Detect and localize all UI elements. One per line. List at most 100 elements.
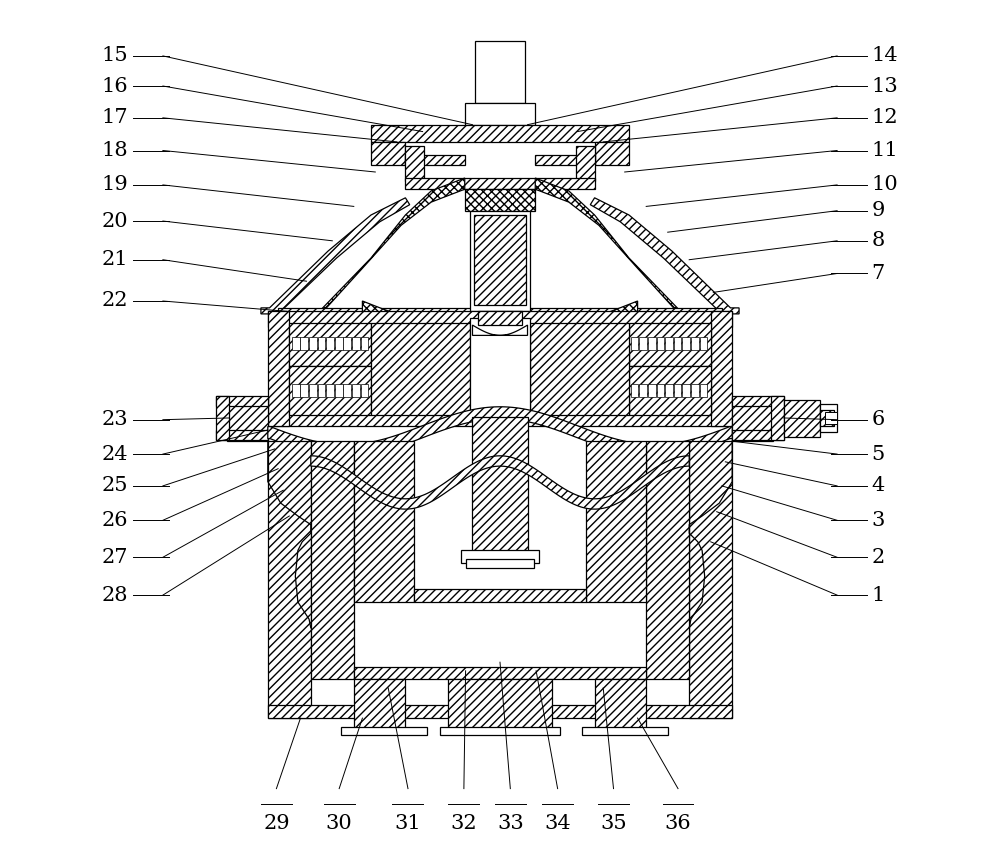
Polygon shape xyxy=(335,337,343,350)
Text: 5: 5 xyxy=(872,445,885,464)
Polygon shape xyxy=(820,410,834,426)
Polygon shape xyxy=(535,178,689,325)
Polygon shape xyxy=(343,337,351,350)
Polygon shape xyxy=(474,215,526,305)
Polygon shape xyxy=(318,337,325,350)
Polygon shape xyxy=(639,384,647,397)
Polygon shape xyxy=(478,311,522,325)
Polygon shape xyxy=(530,322,629,415)
Polygon shape xyxy=(784,400,820,437)
Text: 20: 20 xyxy=(102,212,128,230)
Polygon shape xyxy=(318,384,325,397)
Polygon shape xyxy=(268,441,311,718)
Polygon shape xyxy=(289,322,371,366)
Polygon shape xyxy=(732,396,784,406)
Polygon shape xyxy=(362,301,638,351)
Text: 7: 7 xyxy=(872,264,885,283)
Text: 18: 18 xyxy=(102,141,128,160)
Polygon shape xyxy=(631,337,638,350)
Text: 10: 10 xyxy=(872,175,898,194)
Polygon shape xyxy=(227,397,268,441)
Text: 3: 3 xyxy=(872,511,885,530)
Polygon shape xyxy=(665,337,673,350)
Polygon shape xyxy=(371,322,470,415)
Polygon shape xyxy=(405,155,465,165)
Polygon shape xyxy=(682,384,690,397)
Text: 28: 28 xyxy=(102,586,128,605)
Text: 25: 25 xyxy=(102,476,128,495)
Text: 16: 16 xyxy=(102,77,128,95)
Text: 24: 24 xyxy=(102,445,128,464)
Polygon shape xyxy=(582,727,668,735)
Polygon shape xyxy=(292,337,300,350)
Polygon shape xyxy=(289,366,371,415)
Polygon shape xyxy=(732,430,784,440)
Polygon shape xyxy=(466,559,534,568)
Polygon shape xyxy=(361,384,368,397)
Text: 26: 26 xyxy=(102,511,128,530)
Polygon shape xyxy=(646,441,689,679)
Polygon shape xyxy=(261,198,410,314)
Text: 32: 32 xyxy=(451,814,477,833)
Polygon shape xyxy=(472,417,528,563)
Text: 33: 33 xyxy=(497,814,524,833)
Text: 19: 19 xyxy=(102,175,128,194)
Text: 22: 22 xyxy=(102,292,128,310)
Polygon shape xyxy=(448,679,552,733)
Text: 27: 27 xyxy=(102,548,128,567)
Polygon shape xyxy=(371,142,405,165)
Polygon shape xyxy=(691,384,699,397)
Polygon shape xyxy=(311,441,354,679)
Text: 23: 23 xyxy=(102,410,128,429)
Polygon shape xyxy=(268,311,289,426)
Polygon shape xyxy=(700,384,707,397)
Polygon shape xyxy=(268,705,732,718)
Polygon shape xyxy=(771,396,784,440)
Text: 11: 11 xyxy=(872,141,898,160)
Polygon shape xyxy=(300,337,308,350)
Text: 35: 35 xyxy=(600,814,627,833)
Polygon shape xyxy=(648,384,656,397)
Polygon shape xyxy=(405,178,595,189)
Text: 31: 31 xyxy=(395,814,421,833)
Polygon shape xyxy=(639,337,647,350)
Polygon shape xyxy=(268,311,732,327)
Text: 30: 30 xyxy=(326,814,353,833)
Polygon shape xyxy=(216,396,229,440)
Polygon shape xyxy=(354,679,405,733)
Polygon shape xyxy=(631,384,638,397)
Polygon shape xyxy=(354,441,414,602)
Polygon shape xyxy=(278,308,722,316)
Polygon shape xyxy=(674,337,681,350)
Polygon shape xyxy=(371,125,629,142)
Polygon shape xyxy=(326,384,334,397)
Polygon shape xyxy=(595,142,629,165)
Polygon shape xyxy=(576,146,595,181)
Polygon shape xyxy=(300,384,308,397)
Polygon shape xyxy=(309,337,317,350)
Polygon shape xyxy=(335,384,343,397)
Text: 34: 34 xyxy=(544,814,571,833)
Text: 2: 2 xyxy=(872,548,885,567)
Polygon shape xyxy=(414,589,586,602)
Text: 13: 13 xyxy=(872,77,898,95)
Polygon shape xyxy=(309,384,317,397)
Text: 15: 15 xyxy=(102,46,128,65)
Text: 14: 14 xyxy=(872,46,898,65)
Polygon shape xyxy=(292,384,300,397)
Text: 17: 17 xyxy=(102,108,128,127)
Text: 21: 21 xyxy=(102,250,128,269)
Polygon shape xyxy=(352,337,360,350)
Polygon shape xyxy=(595,679,646,733)
Text: 9: 9 xyxy=(872,201,885,220)
Polygon shape xyxy=(326,337,334,350)
Polygon shape xyxy=(657,384,664,397)
Polygon shape xyxy=(440,727,560,735)
Polygon shape xyxy=(711,311,732,426)
Polygon shape xyxy=(820,404,837,432)
Polygon shape xyxy=(657,337,664,350)
Polygon shape xyxy=(682,337,690,350)
Polygon shape xyxy=(352,384,360,397)
Polygon shape xyxy=(700,337,707,350)
Text: 12: 12 xyxy=(872,108,898,127)
